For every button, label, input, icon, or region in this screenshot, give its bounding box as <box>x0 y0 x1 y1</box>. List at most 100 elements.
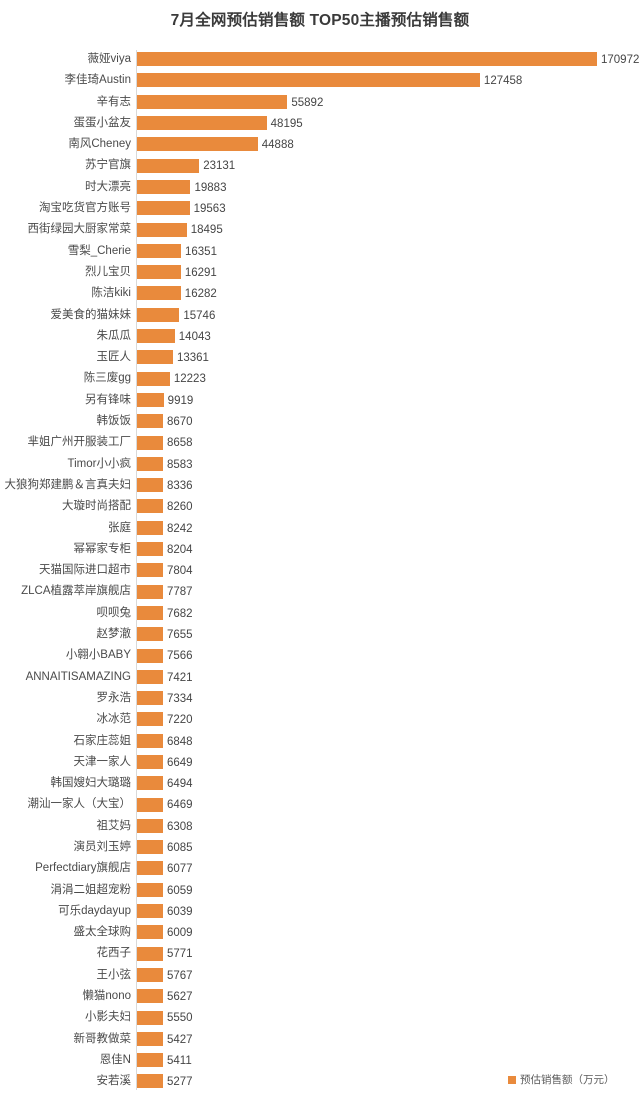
bar-value-label: 7804 <box>167 565 193 578</box>
category-label: 大璇时尚搭配 <box>62 500 131 513</box>
bar-value-label: 7421 <box>167 671 193 684</box>
bar <box>137 797 163 812</box>
bar-row: 赵梦澈 7655 <box>0 625 640 646</box>
category-label: 石家庄蕊姐 <box>73 734 132 747</box>
category-label: 安若溪 <box>96 1075 132 1088</box>
bar-value-label: 7334 <box>167 692 193 705</box>
bar <box>137 116 267 131</box>
category-label: 大狼狗郑建鹏＆言真夫妇 <box>4 478 132 491</box>
bar-value-label: 5767 <box>167 969 193 982</box>
bar <box>137 946 163 961</box>
bar-row: 烈儿宝贝 16291 <box>0 263 640 284</box>
bar-value-label: 12223 <box>173 373 206 386</box>
category-label: 盛太全球购 <box>73 926 132 939</box>
bar <box>137 329 175 344</box>
category-label: 张庭 <box>108 521 131 534</box>
bar <box>137 94 288 109</box>
bar-value-label: 8658 <box>167 437 193 450</box>
bar-row: 王小弦 5767 <box>0 966 640 987</box>
bar <box>137 73 480 88</box>
bar <box>137 733 163 748</box>
bar <box>137 456 163 471</box>
bar <box>137 882 163 897</box>
category-label: 陈三废gg <box>83 372 131 385</box>
category-label: 西街绿园大厨家常菜 <box>27 223 132 236</box>
bar-row: ANNAITISAMAZING 7421 <box>0 668 640 689</box>
bar-value-label: 6469 <box>167 799 193 812</box>
bar-row: 小翱小BABY 7566 <box>0 646 640 667</box>
category-label: 潮汕一家人（大宝） <box>27 798 132 811</box>
bar-value-label: 5627 <box>167 991 193 1004</box>
bar-row: 懒猫nono 5627 <box>0 987 640 1008</box>
bar-value-label: 13361 <box>176 352 209 365</box>
category-label: 天猫国际进口超市 <box>39 564 131 577</box>
category-label: 李佳琦Austin <box>64 74 131 87</box>
bar-value-label: 8336 <box>167 479 193 492</box>
bar <box>137 840 163 855</box>
bar-row: 陈三废gg 12223 <box>0 369 640 390</box>
bar-value-label: 23131 <box>203 160 236 173</box>
bar <box>137 137 258 152</box>
bar <box>137 818 163 833</box>
bar-row: 玉匠人 13361 <box>0 348 640 369</box>
bar-value-label: 19563 <box>193 203 226 216</box>
category-label: 可乐daydayup <box>58 904 131 917</box>
category-label: 韩国嫂妇大璐璐 <box>50 777 132 790</box>
category-label: 爱美食的猫妹妹 <box>50 308 132 321</box>
bar-row: 呗呗兔 7682 <box>0 604 640 625</box>
category-label: 演员刘玉婷 <box>73 840 132 853</box>
bar <box>137 563 163 578</box>
category-axis-line <box>136 50 137 1090</box>
category-label: 王小弦 <box>96 968 132 981</box>
bar <box>137 243 181 258</box>
bar-value-label: 6009 <box>167 927 193 940</box>
bar-value-label: 14043 <box>178 330 211 343</box>
bar-row: 淘宝吃货官方账号 19563 <box>0 199 640 220</box>
bar-value-label: 6494 <box>167 778 193 791</box>
bar-row: 韩饭饭 8670 <box>0 412 640 433</box>
category-label: 恩佳N <box>99 1053 131 1066</box>
category-label: Timor小小疯 <box>67 457 131 470</box>
category-label: ANNAITISAMAZING <box>25 670 131 683</box>
bar-row: 盛太全球购 6009 <box>0 923 640 944</box>
bar-row: 天津一家人 6649 <box>0 753 640 774</box>
category-label: 涓涓二姐超宠粉 <box>50 883 132 896</box>
category-label: 蛋蛋小盆友 <box>73 116 132 129</box>
category-label: 呗呗兔 <box>96 606 132 619</box>
bar-row: 祖艾妈 6308 <box>0 817 640 838</box>
bar-row: 冰冰范 7220 <box>0 710 640 731</box>
bar-value-label: 7220 <box>167 714 193 727</box>
bar <box>137 350 173 365</box>
bar-row: 蛋蛋小盆友 48195 <box>0 114 640 135</box>
bar-row: 安若溪 5277 <box>0 1072 640 1093</box>
bar-row: 花西子 5771 <box>0 944 640 965</box>
bar-value-label: 8583 <box>167 458 193 471</box>
bar <box>137 754 163 769</box>
bar <box>137 478 163 493</box>
bar-value-label: 16282 <box>184 288 217 301</box>
bar-row: 新哥教做菜 5427 <box>0 1030 640 1051</box>
category-label: 罗永浩 <box>96 691 132 704</box>
category-label: 辛有志 <box>96 95 132 108</box>
category-label: 另有锋味 <box>85 393 131 406</box>
category-label: ZLCA植露萃岸旗舰店 <box>21 585 131 598</box>
bar <box>137 435 163 450</box>
bar <box>137 158 200 173</box>
bar <box>137 648 163 663</box>
bar-row: 潮汕一家人（大宝） 6469 <box>0 795 640 816</box>
bar-value-label: 16291 <box>184 266 217 279</box>
chart-legend: 预估销售额（万元） <box>508 1072 615 1087</box>
bar-value-label: 7655 <box>167 629 193 642</box>
category-label: 小翱小BABY <box>65 649 131 662</box>
bar-row: 可乐daydayup 6039 <box>0 902 640 923</box>
bar-value-label: 6059 <box>167 884 193 897</box>
category-label: 陈洁kiki <box>91 287 131 300</box>
bar <box>137 307 180 322</box>
bar-row: 李佳琦Austin 127458 <box>0 71 640 92</box>
bar <box>137 201 190 216</box>
bar-row: 罗永浩 7334 <box>0 689 640 710</box>
bar <box>137 286 181 301</box>
bar-value-label: 6649 <box>167 756 193 769</box>
bar-row: Timor小小疯 8583 <box>0 455 640 476</box>
